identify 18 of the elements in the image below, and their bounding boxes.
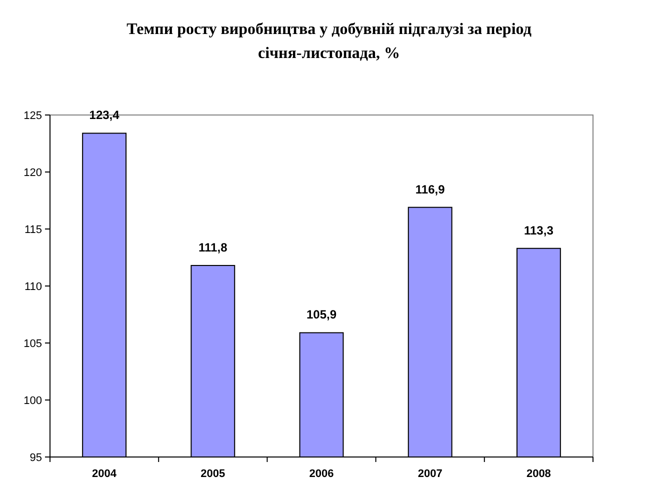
y-tick-label: 120 <box>24 166 42 179</box>
data-label: 113,3 <box>524 223 554 238</box>
x-tick-label: 2007 <box>418 468 442 480</box>
x-tick-label: 2005 <box>200 468 226 480</box>
chart-title: Темпи росту виробництва у добувній підгалузі за період січня-листопада, % <box>126 21 532 62</box>
data-label: 123,4 <box>89 108 120 122</box>
data-label: 105,9 <box>306 308 337 322</box>
y-tick-label: 100 <box>24 394 42 407</box>
y-tick-label: 125 <box>24 110 42 122</box>
x-tick-label: 2004 <box>92 468 118 480</box>
y-tick-label: 105 <box>24 338 42 350</box>
y-tick-label: 95 <box>30 452 42 464</box>
y-tick-label: 110 <box>24 280 42 293</box>
data-label: 111,8 <box>198 240 228 254</box>
x-tick-label: 2006 <box>309 468 334 480</box>
data-label: 116,9 <box>415 182 446 196</box>
x-tick-label: 2008 <box>526 468 551 480</box>
y-tick-label: 115 <box>24 224 42 236</box>
